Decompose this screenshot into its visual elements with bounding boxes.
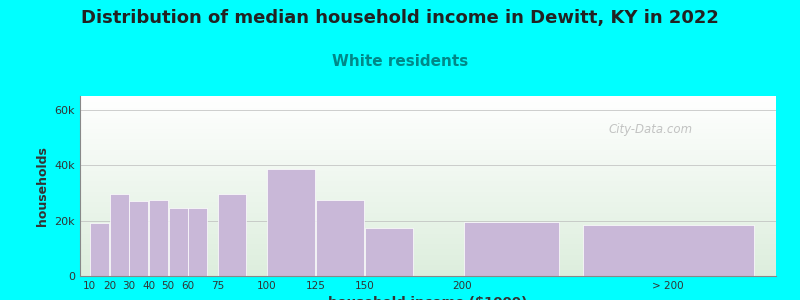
Bar xyxy=(130,201,148,276)
Bar xyxy=(218,194,246,276)
Bar xyxy=(464,222,559,276)
Y-axis label: households: households xyxy=(36,146,49,226)
Bar xyxy=(169,208,187,276)
Text: White residents: White residents xyxy=(332,54,468,69)
Bar xyxy=(188,208,207,276)
Text: City-Data.com: City-Data.com xyxy=(609,123,693,136)
Bar xyxy=(267,169,314,276)
Bar xyxy=(90,224,109,276)
Bar xyxy=(316,200,363,276)
Bar xyxy=(365,227,413,276)
X-axis label: household income ($1000): household income ($1000) xyxy=(329,296,527,300)
Bar xyxy=(149,200,168,276)
Bar xyxy=(110,194,129,276)
Bar xyxy=(582,225,754,276)
Text: Distribution of median household income in Dewitt, KY in 2022: Distribution of median household income … xyxy=(81,9,719,27)
